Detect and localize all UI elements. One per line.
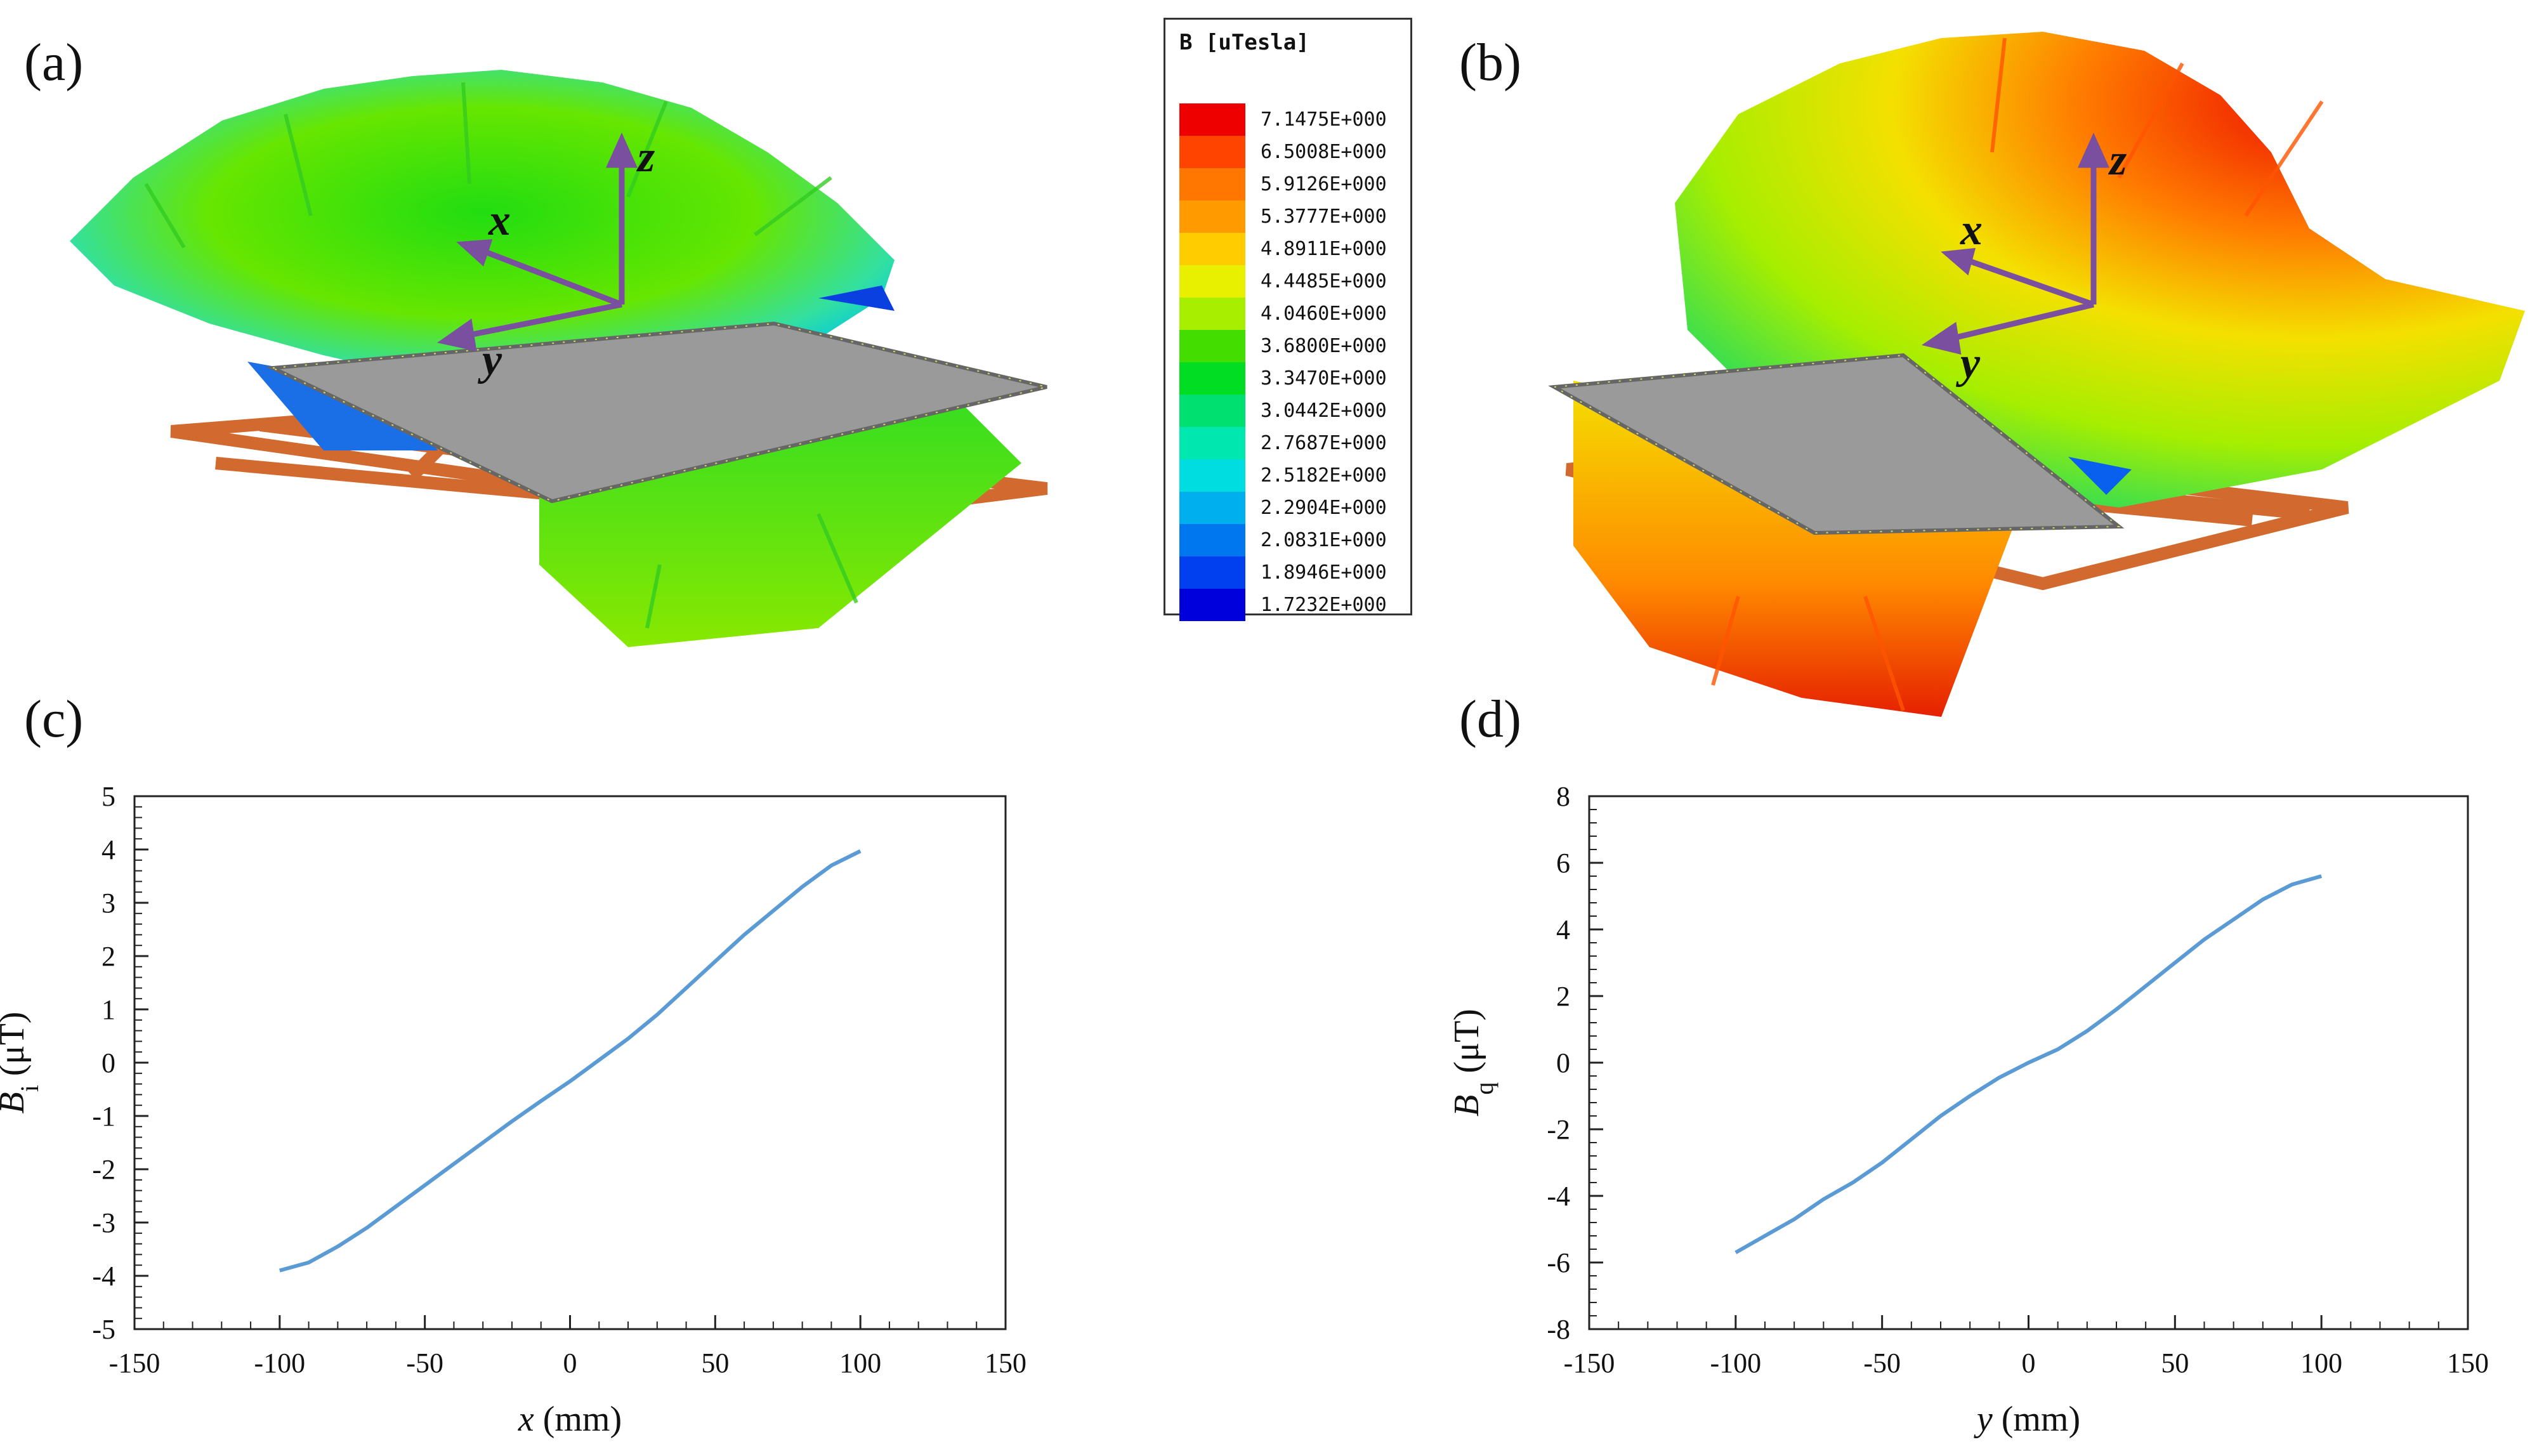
legend-swatch — [1179, 395, 1245, 427]
legend-swatch — [1179, 330, 1245, 362]
y-tick-label: 4 — [1556, 914, 1570, 945]
svg-text:y: y — [478, 336, 502, 384]
y-tick-label: 2 — [1556, 981, 1570, 1012]
legend-swatch — [1179, 362, 1245, 395]
legend-swatch — [1179, 103, 1245, 136]
legend-swatch — [1179, 136, 1245, 168]
colorbar-legend: B [uTesla] 7.1475E+000 6.5008E+000 5.9126E… — [1164, 18, 1412, 621]
svg-text:x: x — [1960, 206, 1983, 254]
y-axis-label: Bi (μT) — [0, 1012, 44, 1114]
legend-value: 7.1475E+000 — [1261, 108, 1387, 131]
legend-value: 5.3777E+000 — [1261, 206, 1387, 228]
svg-text:z: z — [2108, 136, 2127, 185]
legend-value: 4.4485E+000 — [1261, 270, 1387, 292]
y-tick-label: -6 — [1547, 1247, 1570, 1278]
x-tick-label: -100 — [1710, 1348, 1762, 1379]
panel-label-d: (d) — [1459, 690, 1521, 749]
svg-text:z: z — [636, 133, 655, 181]
legend-value: 3.0442E+000 — [1261, 400, 1387, 422]
legend-swatch — [1179, 459, 1245, 492]
field-render-a: z x y — [70, 70, 1048, 647]
legend-value: 2.0831E+000 — [1261, 529, 1387, 551]
chart-bi-vs-x: -150 -100 -50 0 50 100 150 -5 -4 -3 -2 -1 0 1 2 3 4 5 x (m… — [0, 781, 1026, 1439]
y-tick-label: 5 — [102, 781, 115, 812]
legend-swatch — [1179, 265, 1245, 298]
legend-value: 4.8911E+000 — [1261, 238, 1387, 260]
legend-swatch — [1179, 298, 1245, 330]
svg-text:x: x — [488, 196, 511, 245]
x-tick-label: 50 — [2161, 1348, 2189, 1379]
legend-value: 2.2904E+000 — [1261, 497, 1387, 519]
y-tick-label: 4 — [102, 834, 115, 865]
y-tick-label: 6 — [1556, 848, 1570, 879]
x-tick-label: -100 — [254, 1348, 306, 1379]
x-tick-label: 100 — [839, 1348, 881, 1379]
x-tick-label: -50 — [1863, 1348, 1901, 1379]
x-tick-label: 150 — [985, 1348, 1026, 1379]
legend-value: 5.9126E+000 — [1261, 173, 1387, 195]
x-axis-label: y (mm) — [1974, 1400, 2080, 1439]
x-tick-label: 100 — [2300, 1348, 2342, 1379]
legend-value: 6.5008E+000 — [1261, 141, 1387, 163]
legend-swatch — [1179, 233, 1245, 265]
legend-swatch — [1179, 168, 1245, 200]
y-tick-label: -1 — [92, 1101, 115, 1132]
y-tick-label: 3 — [102, 888, 115, 919]
legend-swatch — [1179, 524, 1245, 556]
panel-label-b: (b) — [1459, 33, 1521, 92]
y-tick-label: 0 — [102, 1047, 115, 1079]
x-tick-label: -150 — [1564, 1348, 1615, 1379]
legend-value: 1.7232E+000 — [1261, 594, 1387, 616]
x-tick-label: 0 — [2022, 1348, 2036, 1379]
x-tick-label: -150 — [109, 1348, 161, 1379]
y-tick-label: -2 — [92, 1154, 115, 1185]
legend-swatch — [1179, 556, 1245, 589]
axes-b — [1921, 133, 2109, 355]
chart-bq-vs-y: -150 -100 -50 0 50 100 150 -8 -6 -4 -2 0 2 4 6 8 y (mm) B… — [1447, 781, 2489, 1439]
x-axis-label: x (mm) — [518, 1400, 622, 1439]
legend-value: 1.8946E+000 — [1261, 561, 1387, 584]
x-tick-label: 0 — [563, 1348, 577, 1379]
y-tick-label: -3 — [92, 1207, 115, 1238]
legend-value: 3.6800E+000 — [1261, 335, 1387, 357]
legend-value: 2.5182E+000 — [1261, 464, 1387, 487]
legend-value: 3.3470E+000 — [1261, 367, 1387, 390]
y-tick-label: -2 — [1547, 1114, 1570, 1145]
series-line — [1734, 874, 2323, 1254]
legend-swatch — [1179, 427, 1245, 459]
y-tick-label: -4 — [1547, 1181, 1570, 1212]
svg-text:y: y — [1956, 339, 1981, 388]
y-tick-label: -8 — [1547, 1314, 1570, 1345]
field-render-b: z x y — [1548, 32, 2525, 717]
x-tick-label: 150 — [2447, 1348, 2489, 1379]
x-tick-label: -50 — [406, 1348, 443, 1379]
y-tick-label: 8 — [1556, 781, 1570, 812]
y-tick-label: 1 — [102, 994, 115, 1025]
x-tick-label: 50 — [701, 1348, 729, 1379]
panel-label-c: (c) — [24, 690, 84, 749]
y-tick-label: -5 — [92, 1314, 115, 1345]
legend-title: B [uTesla] — [1179, 30, 1309, 55]
y-tick-label: -4 — [92, 1261, 115, 1292]
y-tick-label: 2 — [102, 941, 115, 972]
y-tick-label: 0 — [1556, 1047, 1570, 1079]
legend-swatch — [1179, 492, 1245, 524]
series-line — [279, 849, 862, 1273]
panel-label-a: (a) — [24, 33, 84, 92]
legend-swatch — [1179, 200, 1245, 233]
y-axis-label: Bq (μT) — [1447, 1009, 1498, 1117]
legend-value: 4.0460E+000 — [1261, 303, 1387, 325]
legend-swatch — [1179, 589, 1245, 621]
axes-a — [436, 133, 638, 351]
plot-frame — [133, 795, 1007, 1330]
legend-value: 2.7687E+000 — [1261, 432, 1387, 454]
